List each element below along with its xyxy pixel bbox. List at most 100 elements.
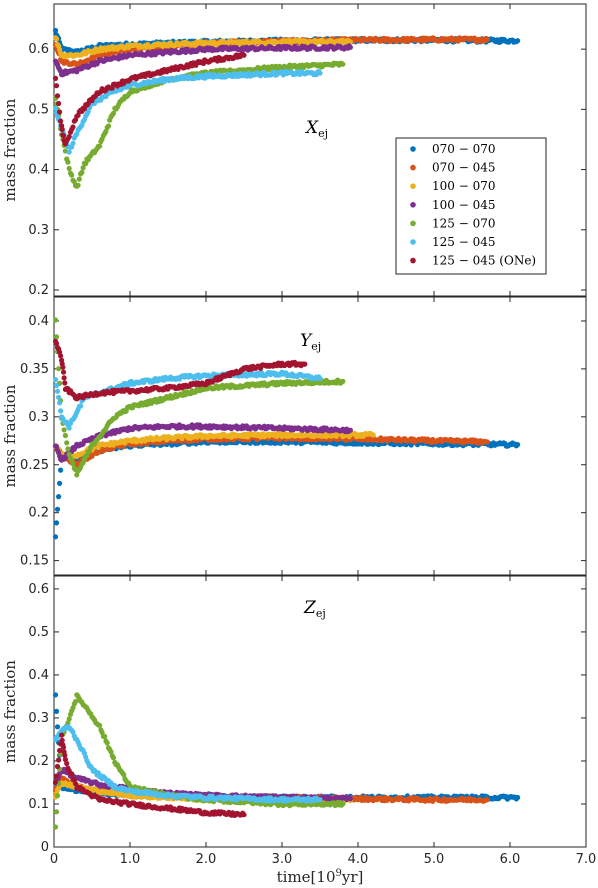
data-point bbox=[56, 366, 62, 372]
x-tick-label: 1.0 bbox=[120, 852, 141, 867]
data-point bbox=[104, 740, 110, 746]
data-point bbox=[347, 796, 353, 802]
data-point bbox=[53, 36, 60, 42]
legend-entry: 070 − 070 bbox=[432, 142, 496, 156]
data-point bbox=[53, 520, 60, 526]
data-point bbox=[69, 172, 75, 178]
data-point bbox=[71, 179, 77, 185]
data-point bbox=[64, 440, 70, 446]
data-point bbox=[53, 382, 60, 389]
panel-bottom: 00.10.20.30.40.50.60 1.0 2.0 3.0 4.0 5.0 6.0 7.… bbox=[1, 575, 597, 886]
data-point bbox=[58, 467, 64, 473]
y-tick-label: 0.3 bbox=[28, 410, 49, 425]
data-point bbox=[57, 480, 63, 486]
data-point bbox=[54, 793, 61, 799]
data-point bbox=[52, 377, 59, 383]
data-point bbox=[70, 140, 76, 146]
y-tick-label: 0.15 bbox=[20, 554, 49, 569]
y-axis-label: mass fraction bbox=[1, 98, 19, 201]
x-tick-label: 2.0 bbox=[196, 852, 217, 867]
data-points bbox=[52, 692, 521, 830]
data-point bbox=[97, 722, 103, 728]
data-point bbox=[83, 161, 89, 167]
y-tick-label: 0.6 bbox=[28, 582, 49, 597]
x-tick-label: 3.0 bbox=[272, 852, 293, 867]
data-point bbox=[99, 729, 105, 736]
legend-marker bbox=[410, 164, 416, 171]
data-point bbox=[340, 378, 346, 384]
data-point bbox=[484, 797, 490, 803]
data-point bbox=[66, 425, 72, 431]
data-point bbox=[66, 165, 72, 172]
data-point bbox=[102, 733, 108, 740]
data-points bbox=[52, 27, 521, 189]
y-axis-label: mass fraction bbox=[1, 660, 19, 763]
data-point bbox=[347, 44, 353, 50]
data-point bbox=[62, 432, 68, 439]
y-tick-label: 0.5 bbox=[28, 625, 49, 640]
y-tick-label: 0.1 bbox=[28, 797, 49, 812]
series-100-045 bbox=[52, 43, 353, 78]
data-points bbox=[52, 317, 521, 540]
legend-entry: 100 − 070 bbox=[432, 179, 496, 193]
data-point bbox=[515, 794, 521, 801]
data-point bbox=[70, 124, 76, 130]
data-point bbox=[347, 39, 353, 45]
x-tick-label: 0 bbox=[50, 852, 58, 867]
data-point bbox=[105, 123, 112, 129]
series-100-045 bbox=[52, 422, 353, 463]
data-point bbox=[317, 375, 323, 382]
data-point bbox=[53, 340, 60, 347]
data-point bbox=[52, 27, 59, 34]
data-point bbox=[110, 110, 117, 116]
data-point bbox=[76, 176, 82, 182]
data-point bbox=[54, 506, 61, 512]
data-point bbox=[58, 353, 64, 359]
panel-annotation: Xej bbox=[304, 118, 328, 140]
legend-entry: 125 − 070 bbox=[432, 216, 496, 230]
data-point bbox=[52, 692, 59, 698]
data-point bbox=[66, 716, 72, 722]
data-point bbox=[72, 699, 79, 705]
y-tick-label: 0.2 bbox=[28, 506, 49, 521]
y-tick-label: 0.4 bbox=[28, 314, 49, 329]
data-point bbox=[78, 403, 84, 409]
y-tick-label: 0.3 bbox=[28, 223, 49, 238]
legend-entry: 125 − 045 bbox=[432, 235, 496, 249]
series-125-045-one- bbox=[52, 51, 247, 147]
legend-marker bbox=[410, 257, 416, 264]
y-tick-label: 0.2 bbox=[28, 754, 49, 769]
legend-marker bbox=[410, 183, 416, 189]
panel-annotation: Yej bbox=[300, 331, 321, 353]
legend-box bbox=[395, 137, 547, 275]
data-point bbox=[61, 375, 67, 381]
data-point bbox=[56, 100, 62, 107]
series-125-070 bbox=[52, 317, 346, 478]
legend-entry: 125 − 045 (ONe) bbox=[432, 254, 536, 268]
data-point bbox=[53, 334, 60, 340]
data-point bbox=[60, 133, 67, 139]
y-tick-label: 0.3 bbox=[28, 711, 49, 726]
legend-marker bbox=[410, 239, 416, 245]
data-point bbox=[58, 118, 64, 124]
data-point bbox=[52, 824, 59, 830]
x-tick-label: 5.0 bbox=[424, 852, 445, 867]
data-point bbox=[60, 364, 66, 370]
data-point bbox=[75, 182, 81, 188]
y-tick-label: 0.5 bbox=[28, 102, 49, 117]
data-point bbox=[56, 394, 62, 400]
data-point bbox=[52, 75, 59, 81]
data-point bbox=[52, 317, 59, 323]
x-tick-label: 7.0 bbox=[576, 852, 597, 867]
data-point bbox=[69, 457, 75, 463]
data-point bbox=[54, 724, 61, 730]
data-point bbox=[79, 169, 85, 175]
data-point bbox=[70, 461, 76, 467]
data-point bbox=[241, 52, 247, 58]
data-point bbox=[57, 109, 63, 115]
data-point bbox=[515, 38, 521, 44]
data-point bbox=[53, 809, 60, 815]
